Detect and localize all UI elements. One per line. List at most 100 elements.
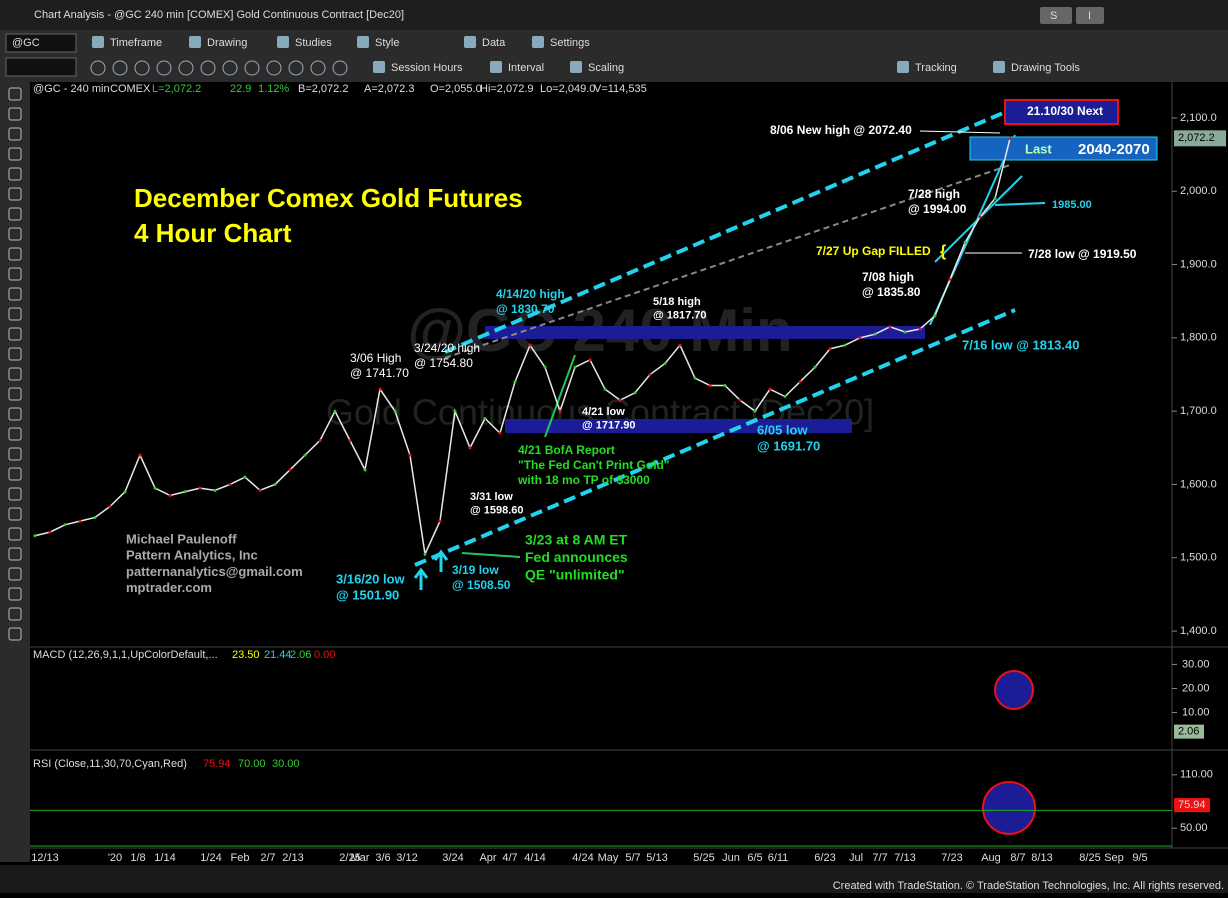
toolbar-button[interactable]: Drawing xyxy=(207,37,247,49)
price-point xyxy=(78,519,82,523)
toolbar-icon[interactable] xyxy=(90,60,106,76)
button[interactable] xyxy=(1076,7,1104,24)
tool-icon[interactable] xyxy=(8,507,22,521)
tool-icon[interactable] xyxy=(8,267,22,281)
toolbar-icon[interactable] xyxy=(156,60,172,76)
toolbar-button[interactable]: Drawing Tools xyxy=(1011,62,1080,74)
toolbar-icon[interactable] xyxy=(189,36,201,48)
annotation: @ 1817.70 xyxy=(653,310,707,322)
interval-box[interactable] xyxy=(5,57,77,77)
toolbar-button[interactable]: Settings xyxy=(550,37,590,49)
tool-icon[interactable] xyxy=(8,367,22,381)
toolbar-icon[interactable] xyxy=(464,36,476,48)
price-point xyxy=(903,330,907,334)
rsi-reading: 75.94 xyxy=(203,758,231,770)
price-point xyxy=(948,277,952,281)
symbol-box[interactable] xyxy=(5,33,77,53)
toolbar-button[interactable]: Session Hours xyxy=(391,62,463,74)
current-box xyxy=(1174,724,1204,739)
tool-icon[interactable] xyxy=(8,327,22,341)
tool-icon[interactable] xyxy=(8,567,22,581)
toolbar-icon[interactable] xyxy=(570,61,582,73)
tool-icon[interactable] xyxy=(8,487,22,501)
price-point xyxy=(243,475,247,479)
annotation: 3/24/20 high xyxy=(414,341,480,355)
annotation: 3/16/20 low xyxy=(336,571,406,586)
tool-icon[interactable] xyxy=(8,87,22,101)
tool-icon[interactable] xyxy=(8,447,22,461)
toolbar-button[interactable]: Tracking xyxy=(915,62,957,74)
toolbar-icon[interactable] xyxy=(112,60,128,76)
tool-icon[interactable] xyxy=(8,247,22,261)
x-tick-label: 1/24 xyxy=(200,852,221,864)
price-point xyxy=(753,409,757,413)
rsi-label: RSI (Close,11,30,70,Cyan,Red) xyxy=(33,758,187,770)
tool-icon[interactable] xyxy=(8,147,22,161)
highlight-circle xyxy=(994,670,1034,710)
price-point xyxy=(393,409,397,413)
tool-icon[interactable] xyxy=(8,547,22,561)
toolbar-icon[interactable] xyxy=(490,61,502,73)
tool-icon[interactable] xyxy=(8,607,22,621)
price-point xyxy=(273,482,277,486)
toolbar-button[interactable]: Interval xyxy=(508,62,544,74)
toolbar-icon[interactable] xyxy=(373,61,385,73)
annotation: 3/31 low xyxy=(470,491,513,503)
button[interactable] xyxy=(1040,7,1072,24)
tool-icon[interactable] xyxy=(8,587,22,601)
tool-icon[interactable] xyxy=(8,347,22,361)
macd-label: MACD (12,26,9,1,1,UpColorDefault,... xyxy=(33,649,218,661)
x-tick-label: 5/13 xyxy=(646,852,667,864)
tool-icon[interactable] xyxy=(8,287,22,301)
toolbar-button[interactable]: Studies xyxy=(295,37,332,49)
toolbar-icon[interactable] xyxy=(993,61,1005,73)
last-price-box xyxy=(1174,130,1226,147)
toolbar-button[interactable]: Style xyxy=(375,37,399,49)
tool-icon[interactable] xyxy=(8,387,22,401)
toolbar-icon[interactable] xyxy=(266,60,282,76)
price-point xyxy=(318,438,322,442)
toolbar-icon[interactable] xyxy=(288,60,304,76)
tool-icon[interactable] xyxy=(8,207,22,221)
toolbar-icon[interactable] xyxy=(357,36,369,48)
toolbar-icon[interactable] xyxy=(134,60,150,76)
toolbar-icon[interactable] xyxy=(332,60,348,76)
tool-icon[interactable] xyxy=(8,227,22,241)
tool-icon[interactable] xyxy=(8,427,22,441)
toolbar-icon[interactable] xyxy=(178,60,194,76)
toolbar-button[interactable]: Data xyxy=(482,37,506,49)
toolbar-icon[interactable] xyxy=(200,60,216,76)
price-point xyxy=(423,552,427,556)
toolbar-icon[interactable] xyxy=(532,36,544,48)
toolbar-icon[interactable] xyxy=(92,36,104,48)
x-tick-label: Sep xyxy=(1104,852,1124,864)
toolbar-button[interactable]: Scaling xyxy=(588,62,624,74)
tool-icon[interactable] xyxy=(8,627,22,641)
price-point xyxy=(198,486,202,490)
tool-icon[interactable] xyxy=(8,187,22,201)
annotation: 4/21 BofA Report xyxy=(518,443,615,457)
tool-icon[interactable] xyxy=(8,407,22,421)
tool-icon[interactable] xyxy=(8,107,22,121)
toolbar-icon[interactable] xyxy=(222,60,238,76)
x-tick-label: Jun xyxy=(722,852,740,864)
x-tick-label: 2/7 xyxy=(260,852,275,864)
tool-icon[interactable] xyxy=(8,467,22,481)
toolbar-icon[interactable] xyxy=(310,60,326,76)
price-point xyxy=(168,493,172,497)
annotation: 4/21 low xyxy=(582,406,625,418)
tool-icon[interactable] xyxy=(8,167,22,181)
x-tick-label: 9/5 xyxy=(1132,852,1147,864)
toolbar-button[interactable]: Timeframe xyxy=(110,37,162,49)
tool-icon[interactable] xyxy=(8,527,22,541)
toolbar-icon[interactable] xyxy=(244,60,260,76)
tool-icon[interactable] xyxy=(8,307,22,321)
toolbar-icon[interactable] xyxy=(897,61,909,73)
x-tick-label: '20 xyxy=(108,852,122,864)
annotation: 3/23 at 8 AM ET xyxy=(525,532,628,548)
price-axis xyxy=(1172,82,1228,862)
tool-icon[interactable] xyxy=(8,127,22,141)
y-tick-label: 50.00 xyxy=(1180,822,1208,834)
price-point xyxy=(213,488,217,492)
toolbar-icon[interactable] xyxy=(277,36,289,48)
